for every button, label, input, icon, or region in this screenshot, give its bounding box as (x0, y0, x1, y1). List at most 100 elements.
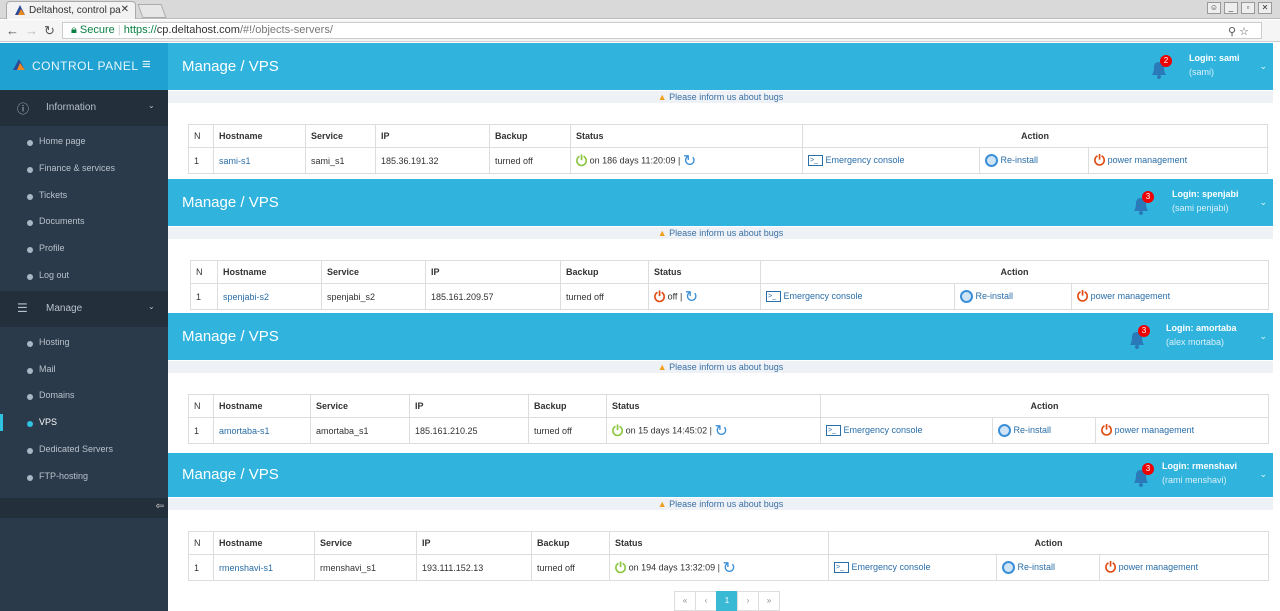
collapse-sidebar-icon[interactable]: ⇦ (155, 501, 164, 512)
warning-icon: ▲ (657, 92, 667, 102)
page-last-button[interactable]: » (758, 591, 780, 611)
back-icon[interactable]: ← (6, 23, 19, 38)
emergency-console-link[interactable]: >_ Emergency console (834, 562, 931, 574)
hostname-link[interactable]: amortaba-s1 (219, 425, 270, 436)
sidebar-item[interactable]: Dedicated Servers (0, 436, 168, 463)
tab-title: Deltahost, control pa (29, 5, 121, 16)
profile-icon[interactable]: ☺ (1207, 2, 1221, 14)
login-name: (sami) (1189, 66, 1214, 77)
user-menu-chevron-icon[interactable]: ⌄ (1259, 196, 1267, 207)
restore-icon[interactable]: ▫ (1241, 2, 1255, 14)
power-management-link[interactable]: ⏻ power management (1077, 288, 1170, 304)
emergency-console-link[interactable]: >_ Emergency console (826, 424, 923, 437)
column-header: N (188, 394, 214, 418)
bookmark-star-icon[interactable]: ☆ (1239, 26, 1249, 38)
notifications-button[interactable]: 2 (1148, 54, 1172, 80)
power-management-link[interactable]: ⏻ power management (1094, 152, 1187, 168)
sidebar-item[interactable]: Hosting (0, 329, 168, 356)
sidebar-section-manage[interactable]: ☰ Manage ⌄ (0, 290, 168, 327)
browser-tab[interactable]: Deltahost, control pa ✕ (6, 1, 136, 19)
notifications-button[interactable]: 3 (1126, 324, 1150, 350)
sidebar-item[interactable]: Domains (0, 382, 168, 409)
bug-report-notice[interactable]: ▲ Please inform us about bugs (168, 91, 1273, 103)
sidebar-item[interactable]: Profile (0, 235, 168, 262)
close-window-icon[interactable]: ✕ (1258, 2, 1272, 14)
login-label[interactable]: Login: sami (1189, 52, 1240, 63)
chevron-down-icon: ⌄ (148, 301, 155, 311)
sidebar-item[interactable]: VPS (0, 409, 168, 436)
column-header: N (188, 124, 214, 148)
ip-cell: 185.161.210.25 (409, 417, 529, 444)
bug-report-notice[interactable]: ▲ Please inform us about bugs (168, 361, 1273, 373)
panel-header: Manage / VPS 2 Login: sami (sami) ⌄ (168, 43, 1273, 90)
console-icon: >_ (834, 562, 849, 574)
emergency-console-link[interactable]: >_ Emergency console (808, 155, 905, 167)
emergency-console-link[interactable]: >_ Emergency console (766, 291, 863, 303)
hamburger-menu-icon[interactable]: ≡ (142, 56, 152, 73)
notifications-button[interactable]: 3 (1130, 463, 1154, 488)
reinstall-link[interactable]: Re-install (1002, 561, 1056, 574)
column-header: Service (310, 394, 410, 418)
reinstall-label: Re-install (1017, 561, 1056, 572)
user-menu-chevron-icon[interactable]: ⌄ (1259, 60, 1267, 71)
brand-label: CONTROL PANEL (32, 59, 139, 73)
new-tab-button[interactable] (137, 4, 167, 18)
page-next-button[interactable]: › (737, 591, 759, 611)
status-text: on 194 days 13:32:09 | (628, 561, 721, 572)
reinstall-disc-icon (960, 290, 973, 303)
column-header-action: Action (760, 260, 1269, 284)
sidebar-item[interactable]: Tickets (0, 182, 168, 209)
page-current-button[interactable]: 1 (716, 591, 738, 611)
sidebar-item[interactable]: Log out (0, 262, 168, 289)
page-prev-button[interactable]: ‹ (695, 591, 717, 611)
refresh-icon[interactable]: ↻ (714, 422, 728, 440)
sidebar-item[interactable]: Documents (0, 208, 168, 235)
notifications-button[interactable]: 3 (1130, 190, 1154, 216)
sidebar-section-information[interactable]: ⓘ Information ⌄ (0, 90, 168, 126)
forward-icon[interactable]: → (25, 23, 38, 38)
notification-count-badge: 2 (1160, 54, 1172, 67)
hostname-link[interactable]: sami-s1 (219, 155, 251, 166)
emergency-console-label: Emergency console (843, 424, 923, 435)
sidebar-item[interactable]: Mail (0, 356, 168, 383)
backup-cell: turned off (560, 283, 649, 310)
column-header: Hostname (213, 124, 306, 148)
key-icon[interactable]: ⚲ (1228, 26, 1237, 38)
column-header: N (190, 260, 218, 284)
brand[interactable]: CONTROL PANEL ≡ (0, 43, 168, 90)
reload-icon[interactable]: ↻ (44, 23, 55, 38)
login-label[interactable]: Login: rmenshavi (1162, 461, 1238, 471)
minimize-icon[interactable]: _ (1224, 2, 1238, 14)
power-management-link[interactable]: ⏻ power management (1105, 559, 1198, 575)
reinstall-link[interactable]: Re-install (985, 154, 1039, 167)
column-header: Status (609, 531, 829, 555)
refresh-icon[interactable]: ↻ (684, 288, 699, 306)
sidebar-item[interactable]: FTP-hosting (0, 463, 168, 490)
bug-report-notice[interactable]: ▲ Please inform us about bugs (168, 227, 1273, 239)
refresh-icon[interactable]: ↻ (722, 559, 736, 577)
close-tab-icon[interactable]: ✕ (120, 4, 129, 15)
column-header-action: Action (802, 124, 1268, 148)
login-label[interactable]: Login: amortaba (1166, 322, 1237, 333)
hostname-link[interactable]: spenjabi-s2 (223, 291, 270, 302)
service-cell: spenjabi_s2 (321, 283, 426, 310)
login-label[interactable]: Login: spenjabi (1172, 188, 1239, 199)
column-header: Status (606, 394, 821, 418)
refresh-icon[interactable]: ↻ (682, 152, 697, 170)
console-icon: >_ (766, 291, 781, 303)
user-menu-chevron-icon[interactable]: ⌄ (1259, 469, 1267, 479)
page-first-button[interactable]: « (674, 591, 696, 611)
page-title: Manage / VPS (182, 466, 279, 483)
bug-report-notice[interactable]: ▲ Please inform us about bugs (168, 498, 1273, 510)
reinstall-link[interactable]: Re-install (998, 424, 1051, 437)
sidebar-item[interactable]: Finance & services (0, 155, 168, 182)
power-management-link[interactable]: ⏻ power management (1101, 422, 1194, 438)
reinstall-label: Re-install (1000, 154, 1039, 165)
reinstall-link[interactable]: Re-install (960, 290, 1013, 303)
sidebar-item[interactable]: Home page (0, 128, 168, 155)
url-input[interactable]: 🔒︎ Secure | https://cp.deltahost.com/#!/… (62, 22, 1262, 39)
url-host: cp.deltahost.com (156, 24, 240, 36)
user-menu-chevron-icon[interactable]: ⌄ (1259, 330, 1267, 341)
bug-notice-text: Please inform us about bugs (669, 92, 784, 102)
hostname-link[interactable]: rmenshavi-s1 (219, 562, 274, 573)
